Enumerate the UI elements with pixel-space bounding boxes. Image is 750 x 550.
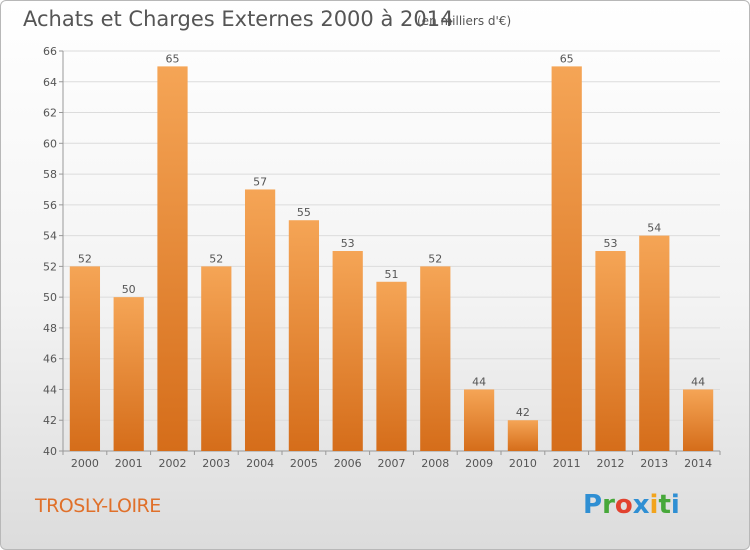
data-label: 42 — [516, 406, 530, 419]
data-label: 44 — [472, 375, 486, 388]
x-tick-label: 2001 — [115, 457, 143, 470]
commune-name: TROSLY-LOIRE — [35, 495, 161, 517]
y-tick-label: 42 — [43, 414, 57, 427]
x-tick-label: 2009 — [465, 457, 493, 470]
logo-letter: t — [658, 490, 671, 520]
bar-2009 — [463, 389, 495, 451]
logo-letter: x — [632, 490, 650, 520]
y-tick-label: 44 — [43, 383, 57, 396]
bar-2001 — [113, 297, 144, 451]
bar-2004 — [244, 189, 276, 451]
y-tick-label: 58 — [43, 168, 57, 181]
bar-2006 — [332, 251, 363, 451]
y-tick-label: 50 — [43, 291, 57, 304]
proxiti-logo: Proxiti — [583, 490, 680, 520]
data-labels: 52 50 65 52 57 55 53 51 52 44 42 65 53 54 44 — [78, 52, 705, 419]
data-label: 57 — [253, 175, 267, 188]
bars — [69, 66, 714, 451]
logo-letter: o — [614, 490, 633, 520]
x-tick-labels: 2000 2001 2002 2003 2004 2005 2006 2007 2008 2009… — [62, 451, 721, 470]
y-tick-label: 46 — [43, 353, 57, 366]
data-label: 52 — [78, 252, 92, 265]
bar-2012 — [595, 251, 626, 451]
bar-2002 — [157, 66, 188, 451]
x-tick-label: 2007 — [378, 457, 406, 470]
logo-letter: r — [602, 490, 615, 520]
data-label: 52 — [209, 252, 223, 265]
data-label: 65 — [166, 52, 180, 65]
x-tick-label: 2008 — [421, 457, 449, 470]
x-tick-label: 2000 — [71, 457, 99, 470]
data-label: 51 — [385, 268, 399, 281]
logo-letter: i — [649, 490, 659, 520]
y-tick-label: 62 — [43, 107, 57, 120]
y-tick-label: 64 — [43, 76, 57, 89]
data-label: 44 — [691, 375, 705, 388]
y-tick-label: 40 — [43, 445, 57, 458]
data-label: 53 — [604, 237, 618, 250]
y-tick-label: 60 — [43, 137, 57, 150]
bar-2010 — [507, 420, 539, 451]
data-label: 53 — [341, 237, 355, 250]
bar-2007 — [376, 281, 407, 451]
bar-2005 — [288, 220, 320, 451]
logo-letter: i — [670, 490, 680, 520]
x-tick-label: 2013 — [640, 457, 668, 470]
data-label: 55 — [297, 206, 311, 219]
data-label: 65 — [560, 52, 574, 65]
data-label: 52 — [428, 252, 442, 265]
x-tick-label: 2012 — [597, 457, 625, 470]
y-tick-label: 66 — [43, 45, 57, 58]
x-tick-label: 2005 — [290, 457, 318, 470]
x-tick-label: 2006 — [334, 457, 362, 470]
bar-2011 — [551, 66, 582, 451]
data-label: 50 — [122, 283, 136, 296]
data-label: 54 — [647, 222, 661, 235]
x-tick-label: 2014 — [684, 457, 712, 470]
y-tick-label: 54 — [43, 230, 57, 243]
y-tick-label: 52 — [43, 260, 57, 273]
x-tick-label: 2011 — [553, 457, 581, 470]
logo-letter: P — [583, 490, 603, 520]
bar-2014 — [682, 389, 714, 451]
x-tick-label: 2010 — [509, 457, 537, 470]
y-tick-label: 56 — [43, 199, 57, 212]
x-tick-label: 2004 — [246, 457, 274, 470]
bar-2000 — [69, 266, 101, 451]
chart-unit: (en milliers d'€) — [417, 14, 512, 28]
bar-2013 — [639, 235, 670, 451]
chart-title: Achats et Charges Externes 2000 à 2014 — [23, 7, 454, 31]
y-tick-label: 48 — [43, 322, 57, 335]
x-tick-label: 2002 — [159, 457, 187, 470]
bar-2008 — [420, 266, 451, 451]
bar-2003 — [201, 266, 232, 451]
y-tick-labels: 40 42 44 46 48 50 52 54 56 58 60 62 64 66 — [43, 45, 63, 458]
x-tick-label: 2003 — [202, 457, 230, 470]
